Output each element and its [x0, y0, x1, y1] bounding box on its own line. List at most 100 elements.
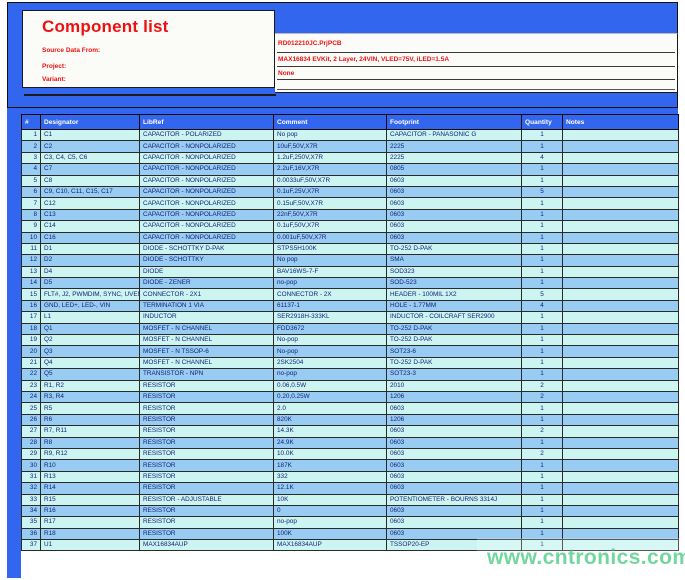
table-row[interactable]: 20 Q3 MOSFET - N TSSOP-6 No-pop SOT23-6 1 [21, 345, 679, 358]
cell-libref: CAPACITOR - NONPOLARIZED [139, 163, 274, 176]
bom-table-body: 1 C1 CAPACITOR - POLARIZED No pop CAPACITOR … [21, 128, 679, 552]
cell-footprint: INDUCTOR - COILCRAFT SER2900 [386, 311, 522, 324]
value-source-data-from: RD012210JC.PrjPCB [278, 40, 342, 47]
value-project: MAX16834 EVKit, 2 Layer, 24VIN, VLED=75V… [278, 56, 450, 63]
table-row[interactable]: 34 R16 RESISTOR 0 0603 1 [21, 504, 679, 518]
cell-designator: L1 [40, 311, 140, 324]
table-row[interactable]: 6 C9, C10, C11, C15, C17 CAPACITOR - NONPO… [21, 185, 679, 199]
cell-notes [562, 242, 679, 256]
cell-notes [562, 425, 679, 438]
cell-footprint: HOLE - 1.77MM [386, 299, 522, 313]
cell-quantity: 1 [521, 493, 563, 506]
column-header-notes[interactable]: Notes [562, 114, 679, 130]
column-header-comment[interactable]: Comment [273, 114, 387, 130]
cell-libref: TERMINATION 1 VIA [139, 299, 274, 313]
table-row[interactable]: 8 C13 CAPACITOR - NONPOLARIZED 22nF,50V,X7R… [21, 208, 679, 222]
cell-comment: 12.1K [273, 482, 387, 495]
cell-index: 9 [21, 220, 41, 233]
table-row[interactable]: 36 R18 RESISTOR 100K 0603 1 [21, 527, 679, 541]
cell-designator: R8 [40, 436, 140, 449]
table-row[interactable]: 1 C1 CAPACITOR - POLARIZED No pop CAPACITOR … [21, 128, 679, 142]
cell-comment: 0.001uF,50V,X7R [273, 231, 387, 244]
table-row[interactable]: 35 R17 RESISTOR no-pop 0603 1 [21, 516, 679, 529]
table-row[interactable]: 21 Q4 MOSFET - N CHANNEL 2SK2504 TO-252 D-PA… [21, 356, 679, 370]
column-header-designator[interactable]: Designator [40, 114, 140, 130]
table-row[interactable]: 18 Q1 MOSFET - N CHANNEL FDD3672 TO-252 D-PA… [21, 322, 679, 336]
table-row[interactable]: 3 C3, C4, C5, C6 CAPACITOR - NONPOLARIZED 1… [21, 151, 679, 165]
table-row[interactable]: 37 U1 MAX16834AUP MAX16834AUP TSSOP20-EP 1 [21, 539, 679, 552]
table-row[interactable]: 9 C14 CAPACITOR - NONPOLARIZED 0.1uF,50V,X7… [21, 220, 679, 233]
table-row[interactable]: 2 C2 CAPACITOR - NONPOLARIZED 10uF,50V,X7R 2… [21, 140, 679, 153]
cell-index: 15 [21, 288, 41, 301]
cell-footprint: 0603 [386, 402, 522, 415]
cell-designator: C14 [40, 220, 140, 233]
table-row[interactable]: 16 GND, LED+, LED-, VIN TERMINATION 1 VIA 6… [21, 299, 679, 313]
cell-comment: 22nF,50V,X7R [273, 208, 387, 222]
cell-comment: 187K [273, 459, 387, 472]
column-header-footprint[interactable]: Footprint [386, 114, 522, 130]
cell-notes [562, 265, 679, 279]
label-project: Project: [42, 63, 67, 70]
cell-libref: RESISTOR [139, 379, 274, 393]
table-row[interactable]: 22 Q5 TRANSISTOR - NPN no-pop SOT23-3 1 [21, 368, 679, 381]
table-row[interactable]: 32 R14 RESISTOR 12.1K 0603 1 [21, 482, 679, 495]
cell-comment: 10uF,50V,X7R [273, 140, 387, 153]
table-row[interactable]: 28 R8 RESISTOR 24.9K 0603 1 [21, 436, 679, 449]
cell-designator: R14 [40, 482, 140, 495]
table-row[interactable]: 13 D4 DIODE BAV16WS-7-F SOD323 1 [21, 265, 679, 279]
cell-comment: no-pop [273, 516, 387, 529]
cell-libref: CAPACITOR - NONPOLARIZED [139, 151, 274, 165]
cell-quantity: 1 [521, 459, 563, 472]
table-row[interactable]: 29 R9, R12 RESISTOR 10.0K 0603 2 [21, 447, 679, 461]
cell-comment: 0.1uF,50V,X7R [273, 220, 387, 233]
table-row[interactable]: 27 R7, R11 RESISTOR 14.3K 0603 2 [21, 425, 679, 438]
cell-comment: 0.15uF,50V,X7R [273, 197, 387, 210]
table-row[interactable]: 23 R1, R2 RESISTOR 0.06,0.5W 2010 2 [21, 379, 679, 393]
cell-index: 5 [21, 174, 41, 187]
cell-designator: R16 [40, 504, 140, 518]
cell-comment: 24.9K [273, 436, 387, 449]
cell-comment: no-pop [273, 368, 387, 381]
meta-divider-4 [277, 89, 675, 90]
cell-footprint: SOT23-6 [386, 345, 522, 358]
table-row[interactable]: 31 R13 RESISTOR 332 0603 1 [21, 470, 679, 484]
meta-divider-1 [277, 52, 675, 53]
cell-libref: RESISTOR [139, 413, 274, 427]
table-row[interactable]: 24 R3, R4 RESISTOR 0.20,0.25W 1206 2 [21, 390, 679, 404]
table-row[interactable]: 17 L1 INDUCTOR SER2918H-333KL INDUCTOR - COI… [21, 311, 679, 324]
table-row[interactable]: 14 D5 DIODE - ZENER no-pop SOD-523 1 [21, 277, 679, 290]
table-row[interactable]: 30 R10 RESISTOR 187K 0603 1 [21, 459, 679, 472]
cell-footprint: 0603 [386, 470, 522, 484]
cell-quantity: 1 [521, 436, 563, 449]
cell-notes [562, 231, 679, 244]
table-row[interactable]: 12 D2 DIODE - SCHOTTKY No pop SMA 1 [21, 254, 679, 267]
cell-index: 20 [21, 345, 41, 358]
cell-index: 11 [21, 242, 41, 256]
table-row[interactable]: 10 C16 CAPACITOR - NONPOLARIZED 0.001uF,50V… [21, 231, 679, 244]
cell-quantity: 1 [521, 174, 563, 187]
table-row[interactable]: 4 C7 CAPACITOR - NONPOLARIZED 2.2uF,16V,X7R… [21, 163, 679, 176]
cell-libref: CAPACITOR - POLARIZED [139, 128, 274, 142]
table-row[interactable]: 5 C8 CAPACITOR - NONPOLARIZED 0.0033uF,50V,… [21, 174, 679, 187]
table-row[interactable]: 26 R6 RESISTOR 820K 1206 1 [21, 413, 679, 427]
column-header-index[interactable]: # [21, 114, 41, 130]
table-row[interactable]: 7 C12 CAPACITOR - NONPOLARIZED 0.15uF,50V,X… [21, 197, 679, 210]
cell-designator: R5 [40, 402, 140, 415]
cell-notes [562, 504, 679, 518]
column-header-quantity[interactable]: Quantity [521, 114, 563, 130]
cell-comment: 820K [273, 413, 387, 427]
table-row[interactable]: 19 Q2 MOSFET - N CHANNEL No-pop TO-252 D-PAK… [21, 334, 679, 347]
cell-index: 31 [21, 470, 41, 484]
table-row[interactable]: 33 R15 RESISTOR - ADJUSTABLE 10K POTENTIOMET… [21, 493, 679, 506]
table-row[interactable]: 25 R5 RESISTOR 2.0 0603 1 [21, 402, 679, 415]
cell-notes [562, 436, 679, 449]
table-row[interactable]: 11 D1 DIODE - SCHOTTKY D-PAK STPS5H100K TO-2… [21, 242, 679, 256]
cell-footprint: SMA [386, 254, 522, 267]
cell-index: 18 [21, 322, 41, 336]
cell-comment: 2SK2504 [273, 356, 387, 370]
cell-notes [562, 527, 679, 541]
column-header-libref[interactable]: LibRef [139, 114, 274, 130]
cell-index: 27 [21, 425, 41, 438]
